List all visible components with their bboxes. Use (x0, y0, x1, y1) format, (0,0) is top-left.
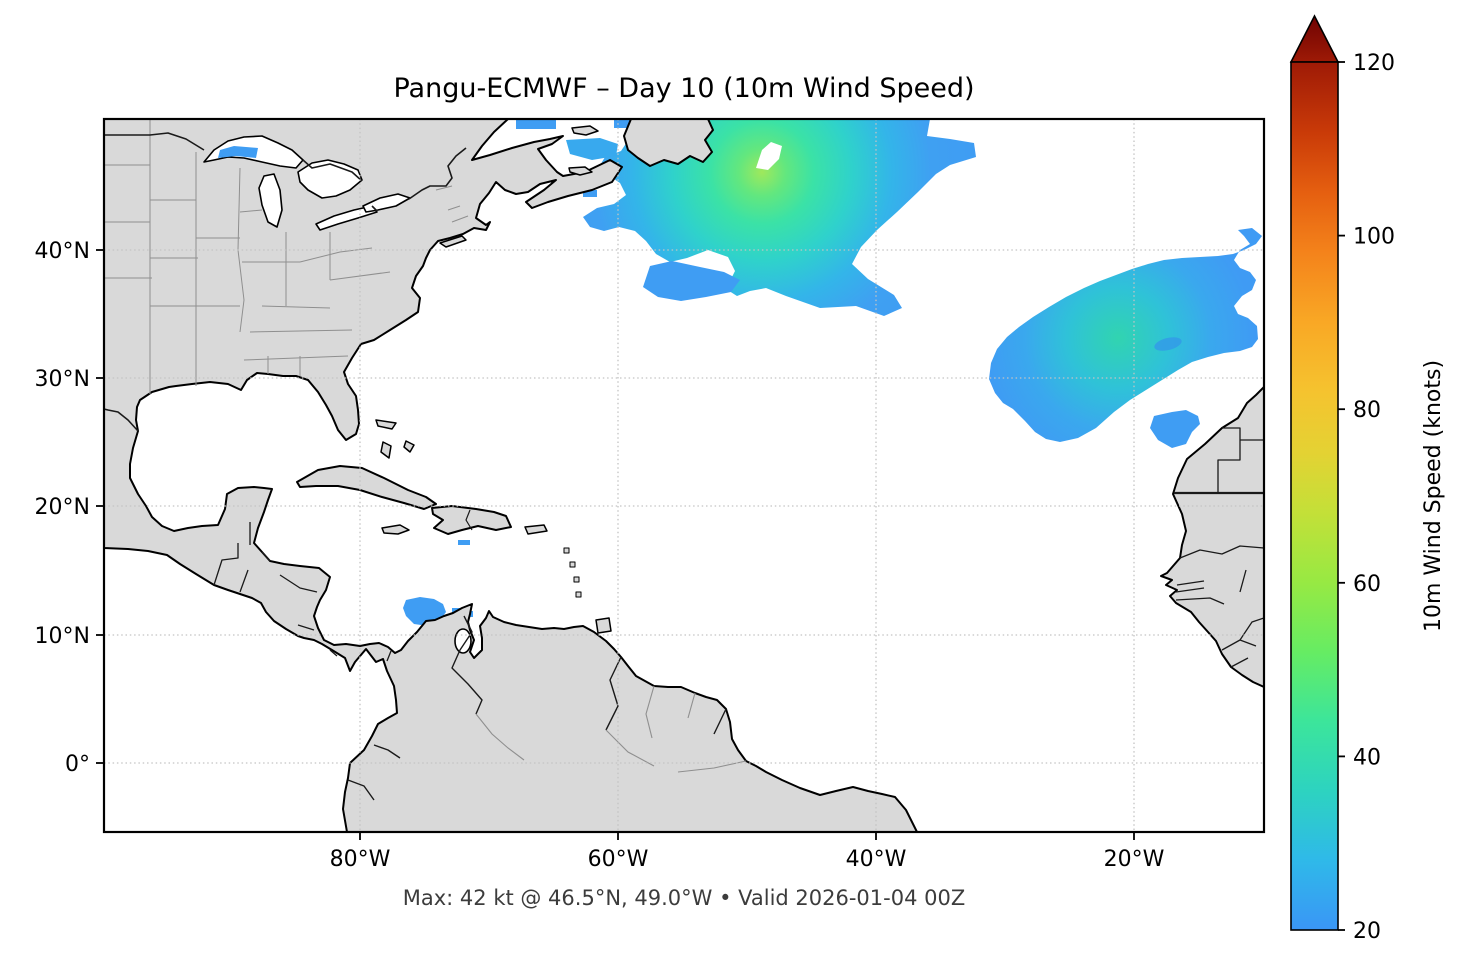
y-axis-ticks (96, 249, 104, 764)
colorbar-tick-60: 60 (1353, 572, 1381, 597)
wind-patch-st-lawrence-3 (583, 190, 597, 197)
colorbar-gradient-bar (1290, 61, 1339, 931)
colorbar-tick-40: 40 (1353, 745, 1381, 770)
trinidad-island (595, 617, 612, 634)
wind-region-east-atlantic-smudge (1154, 337, 1182, 351)
wind-patch-lake-superior (218, 146, 258, 158)
x-tick-label-40w: 40°W (846, 847, 907, 872)
bahamas-islands (375, 419, 415, 459)
wind-region-sw-lobe (643, 261, 740, 301)
wind-region-northwest-atlantic (583, 119, 976, 316)
us-state-borders (104, 119, 469, 394)
africa-borders (1175, 427, 1264, 668)
colorbar: 120 100 80 60 40 20 10m Wind Speed (knot… (1289, 14, 1446, 944)
max-value-caption: Max: 42 kt @ 46.5°N, 49.0°W • Valid 2026… (403, 886, 966, 910)
colorbar-tick-100: 100 (1353, 225, 1395, 250)
jamaica-island (381, 524, 410, 535)
us-canada-border (104, 132, 467, 212)
colorbar-tick-80: 80 (1353, 398, 1381, 423)
country-borders (104, 132, 1264, 801)
inner-gray-borders (475, 685, 747, 773)
y-tick-label-10n: 10°N (35, 624, 90, 649)
africa-landmass (1160, 386, 1264, 688)
plot-border (102, 117, 1266, 834)
y-tick-label-0: 0° (65, 752, 90, 777)
y-axis: 40°N 30°N 20°N 10°N 0° (35, 239, 104, 777)
colorbar-ticks (1338, 61, 1345, 931)
colorbar-tick-120: 120 (1353, 51, 1395, 76)
prince-edward-island (568, 166, 593, 176)
plot-title: Pangu-ECMWF – Day 10 (10m Wind Speed) (393, 73, 974, 104)
lesser-antilles-islands (563, 547, 582, 598)
wind-patch-guajira (403, 597, 446, 626)
puerto-rico-island (524, 524, 548, 535)
x-tick-label-60w: 60°W (588, 847, 649, 872)
map-plot-area (104, 119, 1264, 832)
wind-patch-canary-coast (1150, 410, 1200, 448)
cuba-island (296, 465, 437, 510)
y-tick-label-20n: 20°N (35, 495, 90, 520)
colorbar-tick-20: 20 (1353, 919, 1381, 944)
wind-region-east-atlantic (989, 228, 1262, 442)
wind-speed-contours (403, 119, 1262, 626)
x-tick-label-20w: 20°W (1104, 847, 1165, 872)
gridlines (104, 119, 1264, 832)
wind-patch-st-lawrence-2 (566, 138, 618, 160)
long-island (439, 235, 467, 248)
x-axis-ticks (359, 832, 1135, 840)
south-america-borders (347, 615, 727, 801)
us-mexico-border (104, 408, 139, 432)
y-tick-label-40n: 40°N (35, 239, 90, 264)
hispaniola-border (465, 509, 473, 531)
anticosti-island (571, 125, 599, 136)
x-axis: 80°W 60°W 40°W 20°W (330, 832, 1165, 872)
newfoundland-island (623, 119, 714, 167)
y-tick-label-30n: 30°N (35, 367, 90, 392)
x-tick-label-80w: 80°W (330, 847, 391, 872)
colorbar-axis-label: 10m Wind Speed (knots) (1421, 360, 1446, 632)
wind-region-hole (756, 142, 782, 170)
wind-patch-st-lawrence-1 (516, 120, 556, 129)
hispaniola-island (431, 505, 512, 535)
americas-mainland (104, 119, 918, 832)
wind-patch-hispaniola-south (458, 540, 470, 545)
wind-patch-st-lawrence-4 (614, 119, 630, 128)
land-masses (104, 119, 1264, 832)
lake-ontario (362, 193, 411, 213)
lake-erie (315, 205, 378, 231)
lake-maracaibo (454, 628, 472, 654)
lake-michigan (258, 173, 283, 228)
central-america-borders (213, 522, 392, 662)
